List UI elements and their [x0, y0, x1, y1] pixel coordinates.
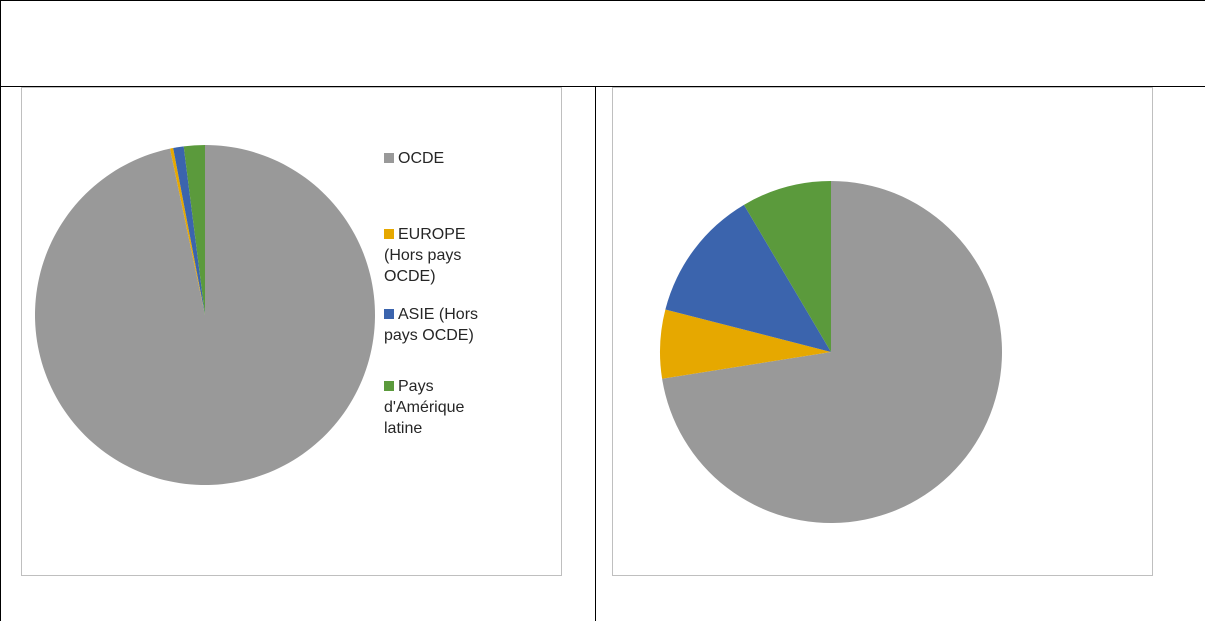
legend-label-amerique-line2: d'Amérique — [384, 399, 465, 416]
legend-swatch-ocde — [384, 153, 394, 163]
legend-label-europe-line2: (Hors pays — [384, 247, 462, 264]
legend-label-asie-line2: pays OCDE) — [384, 327, 474, 344]
pie-chart-left — [34, 145, 376, 485]
frame-border-top — [0, 0, 1205, 1]
frame-border-left — [0, 0, 1, 621]
right-slice-ocde — [662, 181, 1002, 523]
pie-chart-right — [660, 181, 1002, 523]
legend-label-amerique-line3: latine — [384, 420, 423, 437]
row-divider — [0, 86, 1205, 87]
legend-swatch-europe — [384, 229, 394, 239]
right-slice-europe — [660, 309, 831, 379]
right-slice-asie — [665, 204, 831, 352]
legend-label-amerique-line1: Pays — [398, 378, 434, 395]
left-slice-amerique-latine — [183, 145, 205, 315]
legend-label-europe-line1: EUROPE — [398, 226, 466, 243]
left-slice-europe — [170, 148, 205, 315]
legend-label-asie-line1: ASIE (Hors — [398, 306, 479, 323]
left-slice-asie — [173, 146, 205, 315]
legend-item-ocde: OCDE — [384, 148, 534, 169]
right-slice-amerique-latine — [743, 181, 831, 352]
chart-panel-left: OCDE EUROPE (Hors pays OCDE) ASIE (Hors … — [21, 87, 562, 576]
legend-label-europe-line3: OCDE) — [384, 268, 436, 285]
legend-swatch-amerique-latine — [384, 381, 394, 391]
column-divider — [595, 86, 596, 621]
legend-item-europe: EUROPE (Hors pays OCDE) — [384, 224, 534, 287]
legend-item-asie: ASIE (Hors pays OCDE) — [384, 304, 534, 346]
legend-label-ocde: OCDE — [398, 150, 445, 167]
chart-panel-right — [612, 87, 1153, 576]
legend-item-amerique-latine: Pays d'Amérique latine — [384, 376, 534, 439]
legend-swatch-asie — [384, 309, 394, 319]
